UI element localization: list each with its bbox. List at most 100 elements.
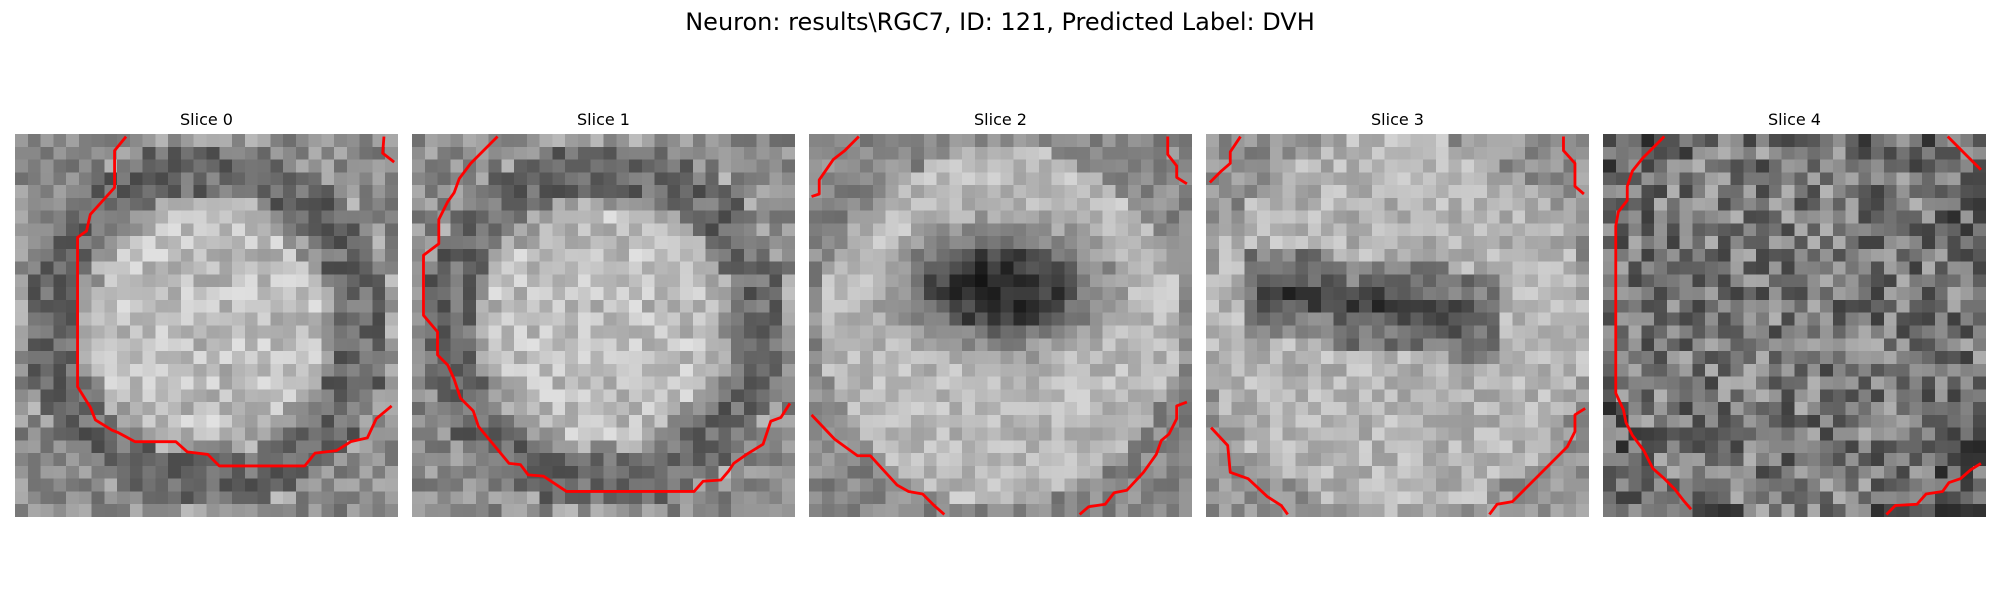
image-pixel bbox=[117, 440, 131, 454]
image-pixel bbox=[334, 465, 348, 479]
image-pixel bbox=[270, 363, 284, 377]
image-pixel bbox=[565, 402, 579, 416]
image-pixel bbox=[1563, 261, 1577, 275]
image-pixel bbox=[629, 299, 643, 313]
image-pixel bbox=[1128, 440, 1142, 454]
image-pixel bbox=[412, 197, 426, 211]
image-pixel bbox=[769, 274, 783, 288]
image-pixel bbox=[475, 338, 489, 352]
image-pixel bbox=[1525, 338, 1539, 352]
image-pixel bbox=[1257, 197, 1271, 211]
image-pixel bbox=[743, 236, 757, 250]
image-pixel bbox=[155, 351, 169, 365]
image-pixel bbox=[1423, 427, 1437, 441]
image-pixel bbox=[1115, 197, 1129, 211]
image-pixel bbox=[1384, 146, 1398, 160]
image-pixel bbox=[1743, 159, 1757, 173]
image-pixel bbox=[1576, 223, 1589, 237]
image-pixel bbox=[1666, 299, 1680, 313]
image-pixel bbox=[911, 261, 925, 275]
image-pixel bbox=[1743, 312, 1757, 326]
image-pixel bbox=[1486, 312, 1500, 326]
image-pixel bbox=[1679, 414, 1693, 428]
image-pixel bbox=[155, 376, 169, 390]
image-pixel bbox=[308, 376, 322, 390]
image-pixel bbox=[1820, 134, 1834, 148]
image-pixel bbox=[847, 236, 861, 250]
image-pixel bbox=[1410, 325, 1424, 339]
image-pixel bbox=[692, 274, 706, 288]
image-pixel bbox=[1525, 274, 1539, 288]
image-pixel bbox=[1615, 491, 1629, 505]
image-pixel bbox=[1218, 223, 1232, 237]
image-pixel bbox=[1179, 261, 1192, 275]
image-pixel bbox=[219, 338, 233, 352]
image-pixel bbox=[1563, 210, 1577, 224]
image-pixel bbox=[321, 159, 335, 173]
image-pixel bbox=[1218, 338, 1232, 352]
pixel-grid bbox=[412, 134, 795, 517]
image-pixel bbox=[40, 134, 54, 148]
image-pixel bbox=[1026, 185, 1040, 199]
image-pixel bbox=[1512, 287, 1526, 301]
image-pixel bbox=[1077, 287, 1091, 301]
image-pixel bbox=[372, 338, 386, 352]
image-pixel bbox=[1922, 159, 1936, 173]
image-pixel bbox=[1883, 287, 1897, 301]
image-pixel bbox=[1603, 185, 1617, 199]
image-pixel bbox=[1077, 261, 1091, 275]
image-pixel bbox=[270, 134, 284, 148]
image-pixel bbox=[1013, 414, 1027, 428]
image-pixel bbox=[15, 146, 29, 160]
image-pixel bbox=[1140, 197, 1154, 211]
image-pixel bbox=[1115, 402, 1129, 416]
image-pixel bbox=[974, 440, 988, 454]
image-pixel bbox=[603, 427, 617, 441]
image-pixel bbox=[53, 338, 67, 352]
image-pixel bbox=[680, 299, 694, 313]
image-pixel bbox=[911, 478, 925, 492]
image-pixel bbox=[1768, 134, 1782, 148]
image-pixel bbox=[244, 453, 258, 467]
image-pixel bbox=[1333, 223, 1347, 237]
image-pixel bbox=[206, 478, 220, 492]
image-pixel bbox=[117, 351, 131, 365]
image-pixel bbox=[847, 312, 861, 326]
image-pixel bbox=[1257, 453, 1271, 467]
image-pixel bbox=[1654, 172, 1668, 186]
image-pixel bbox=[1231, 287, 1245, 301]
image-pixel bbox=[1115, 172, 1129, 186]
image-pixel bbox=[1320, 491, 1334, 505]
image-pixel bbox=[1282, 248, 1296, 262]
image-pixel bbox=[629, 402, 643, 416]
image-pixel bbox=[898, 299, 912, 313]
image-pixel bbox=[104, 274, 118, 288]
image-pixel bbox=[1013, 504, 1027, 517]
image-pixel bbox=[1807, 440, 1821, 454]
image-pixel bbox=[923, 363, 937, 377]
image-pixel bbox=[1960, 504, 1974, 517]
image-pixel bbox=[731, 134, 745, 148]
image-pixel bbox=[1206, 465, 1220, 479]
image-pixel bbox=[692, 210, 706, 224]
image-pixel bbox=[577, 453, 591, 467]
image-pixel bbox=[629, 504, 643, 517]
image-pixel bbox=[962, 427, 976, 441]
image-pixel bbox=[1922, 172, 1936, 186]
image-pixel bbox=[155, 287, 169, 301]
image-pixel bbox=[680, 402, 694, 416]
image-pixel bbox=[641, 248, 655, 262]
image-pixel bbox=[1909, 338, 1923, 352]
image-pixel bbox=[1257, 185, 1271, 199]
image-pixel bbox=[1576, 172, 1589, 186]
image-pixel bbox=[1257, 427, 1271, 441]
image-pixel bbox=[1781, 299, 1795, 313]
image-pixel bbox=[1973, 287, 1986, 301]
image-pixel bbox=[1922, 312, 1936, 326]
image-pixel bbox=[244, 440, 258, 454]
image-pixel bbox=[295, 223, 309, 237]
image-pixel bbox=[1679, 389, 1693, 403]
image-pixel bbox=[1896, 159, 1910, 173]
image-pixel bbox=[898, 248, 912, 262]
image-pixel bbox=[923, 223, 937, 237]
